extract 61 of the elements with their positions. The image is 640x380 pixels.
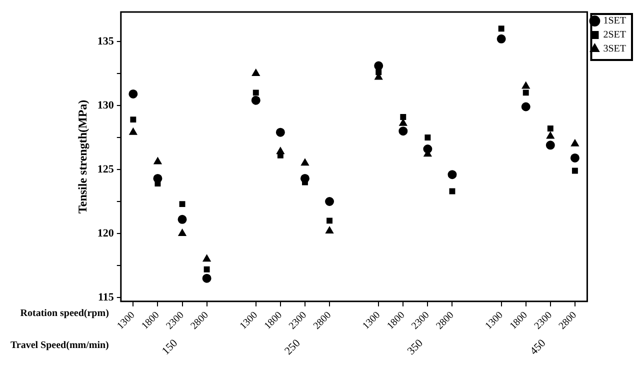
point [129,128,138,135]
point [154,157,162,164]
y-tick-label: 135 [97,35,114,48]
x-tick-label: 1300 [360,310,383,332]
x-tick-label: 1800 [508,310,530,332]
point [300,174,310,183]
x-tick-label: 1300 [115,310,138,332]
point [423,144,432,154]
point [325,197,334,206]
text: 350 [405,336,426,358]
y-tick-label: 130 [97,99,114,112]
point [326,226,334,234]
point [326,218,332,224]
x-tick-label: 1300 [238,310,260,332]
point [521,102,530,112]
y-tick-label: 125 [97,163,114,176]
point [376,69,382,76]
point [251,96,260,105]
point [547,126,554,132]
text: Travel Speed(mm/min) [10,340,109,351]
x-tick-label: 1800 [262,310,284,332]
point [522,90,529,96]
legend-label: 1SET [603,16,626,27]
point [252,68,260,76]
x-axis-title: Rotation speed(rpm) [20,308,109,319]
point [153,174,162,183]
text: 250 [282,336,304,358]
x-tick-label: 1800 [385,310,408,332]
point [498,26,504,32]
point [546,132,554,139]
point [496,34,506,44]
y-tick-label: 120 [97,227,114,240]
point [546,140,555,150]
point [204,266,210,272]
point [400,114,406,120]
point [570,139,579,146]
legend-label: 2SET [603,30,626,41]
x-tick-label: 1300 [483,310,506,332]
point [572,168,578,174]
point [398,126,408,136]
point [448,170,457,180]
point [128,89,138,98]
text: 450 [528,336,548,358]
point [178,229,186,236]
point [424,134,431,140]
point [202,254,211,262]
text: 150 [160,336,180,358]
point [276,128,285,137]
point [252,90,259,96]
point [522,82,530,89]
y-tick-label: 115 [98,291,114,304]
point [374,61,384,70]
x-tick-label: 1800 [140,310,162,332]
point [301,158,309,166]
point [178,214,187,224]
point [202,274,212,283]
point [179,201,186,208]
point [130,116,136,123]
y-axis-title: Tensile strength(MPa) [75,100,90,214]
legend-label: 3SET [603,44,626,55]
point [570,153,580,162]
